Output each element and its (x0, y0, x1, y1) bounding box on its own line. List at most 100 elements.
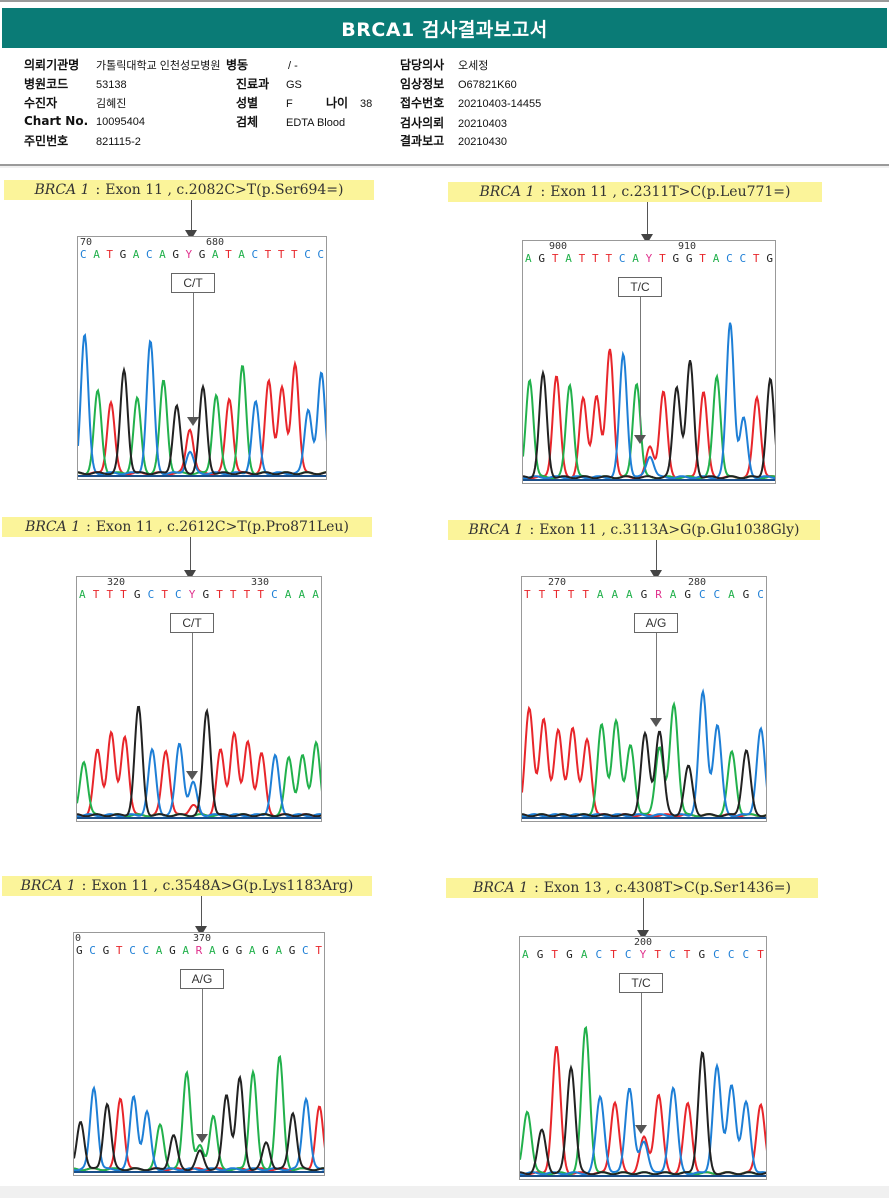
variant-description: Exon 11 , c.2082C>T(p.Ser694=) (105, 182, 344, 198)
base-call: T (115, 944, 123, 957)
pointer-arrow-icon (184, 570, 196, 580)
base-call: C (757, 588, 764, 601)
chromatogram-trace (523, 322, 775, 481)
base-call: A (284, 588, 292, 601)
trace-C (523, 322, 775, 480)
field-sex: 성별 F (236, 96, 293, 110)
base-call: T (610, 948, 617, 961)
pointer-arrow-icon (195, 926, 207, 936)
base-call: A (312, 588, 319, 601)
call-pointer-line (641, 993, 642, 1126)
variant-caption: BRCA 1: Exon 11 , c.2612C>T(p.Pro871Leu) (2, 517, 372, 537)
trace-T (74, 1097, 324, 1172)
base-call: R (655, 588, 662, 601)
trace-C (77, 742, 321, 818)
base-call: T (553, 588, 560, 601)
base-call: C (251, 248, 259, 261)
report-header: BRCA1 검사결과보고서 의뢰기관명 가톨릭대학교 인천성모병원 병원코드 531… (0, 2, 889, 166)
variant-caption: BRCA 1: Exon 13 , c.4308T>C(p.Ser1436=) (446, 878, 818, 898)
pointer-arrow-icon (650, 570, 662, 580)
trace-G (74, 1074, 324, 1172)
base-call: G (172, 248, 179, 261)
base-call: T (277, 248, 285, 261)
base-call: T (582, 588, 589, 601)
base-call: T (225, 248, 232, 261)
call-arrow-icon (650, 718, 662, 728)
base-call: C (145, 248, 153, 261)
base-call: A (79, 588, 86, 601)
variant-description: Exon 13 , c.4308T>C(p.Ser1436=) (543, 880, 791, 896)
base-call: A (565, 252, 572, 265)
base-call: T (659, 252, 666, 265)
base-call: A (159, 248, 166, 261)
base-call: C (618, 252, 626, 265)
trace-G (523, 360, 775, 480)
trace-T (523, 348, 775, 480)
field-request-date: 검사의뢰 20210403 (400, 116, 507, 130)
trace-G (78, 366, 326, 476)
base-call: G (742, 588, 750, 601)
base-call: C (317, 248, 324, 261)
base-call: A (596, 588, 604, 601)
base-call: C (713, 948, 720, 961)
call-arrow-icon (187, 416, 199, 426)
field-specimen: 검체 EDTA Blood (236, 115, 346, 129)
base-call: T (605, 252, 613, 265)
base-call: G (640, 588, 648, 601)
base-call: T (106, 588, 114, 601)
base-call: T (538, 588, 546, 601)
base-call: A (93, 248, 100, 261)
base-call: C (727, 948, 735, 961)
base-call: A (132, 248, 140, 261)
base-call: A (626, 588, 633, 601)
call-pointer-line (640, 297, 641, 435)
genotype-call-box: C/T (170, 613, 214, 633)
position-label: 320 (107, 577, 126, 588)
base-call: T (106, 248, 113, 261)
base-call: G (698, 948, 706, 961)
base-call: T (120, 588, 127, 601)
pointer-line (201, 896, 202, 928)
base-call: C (739, 252, 747, 265)
position-label: 0 (75, 933, 82, 944)
position-label: 70 (80, 237, 93, 248)
base-call: C (669, 948, 676, 961)
pointer-line (647, 202, 648, 236)
base-call: A (632, 252, 639, 265)
base-call: C (147, 588, 155, 601)
trace-C (74, 1085, 324, 1172)
base-call: A (669, 588, 677, 601)
field-institution: 의뢰기관명 가톨릭대학교 인천성모병원 (24, 58, 221, 72)
genotype-call-box: T/C (618, 277, 662, 297)
base-call: T (578, 252, 586, 265)
base-call: A (580, 948, 588, 961)
trace-C (520, 1062, 766, 1176)
gene-name: BRCA 1 (34, 182, 90, 198)
base-call: A (275, 944, 283, 957)
trace-G (77, 705, 321, 818)
variant-description: Exon 11 , c.3548A>G(p.Lys1183Arg) (91, 878, 354, 894)
bottom-bar (0, 1186, 889, 1198)
base-call: Y (639, 948, 647, 961)
base-call: T (699, 252, 706, 265)
field-chart-no: Chart No. 10095404 (24, 114, 145, 128)
base-call: G (133, 588, 141, 601)
gene-name: BRCA 1 (20, 878, 76, 894)
variant-caption: BRCA 1: Exon 11 , c.3548A>G(p.Lys1183Arg) (2, 876, 372, 896)
field-department: 진료과 GS (236, 77, 302, 91)
variant-description: Exon 11 , c.2612C>T(p.Pro871Leu) (95, 519, 349, 535)
field-report-date: 결과보고 20210430 (400, 134, 507, 148)
base-call: A (182, 944, 189, 957)
base-call: T (291, 248, 298, 261)
base-call: Y (645, 252, 653, 265)
chromatogram-panel: 900 910 A G T A T T T C A Y T G G T A C C T G T/C (522, 240, 776, 484)
call-pointer-line (193, 293, 194, 417)
chromatogram-trace (520, 1025, 766, 1177)
base-call: C (698, 588, 706, 601)
genotype-call-box: C/T (171, 273, 215, 293)
pointer-line (643, 898, 644, 932)
top-rule (0, 0, 889, 2)
base-call: A (712, 252, 720, 265)
base-call: C (302, 944, 309, 957)
